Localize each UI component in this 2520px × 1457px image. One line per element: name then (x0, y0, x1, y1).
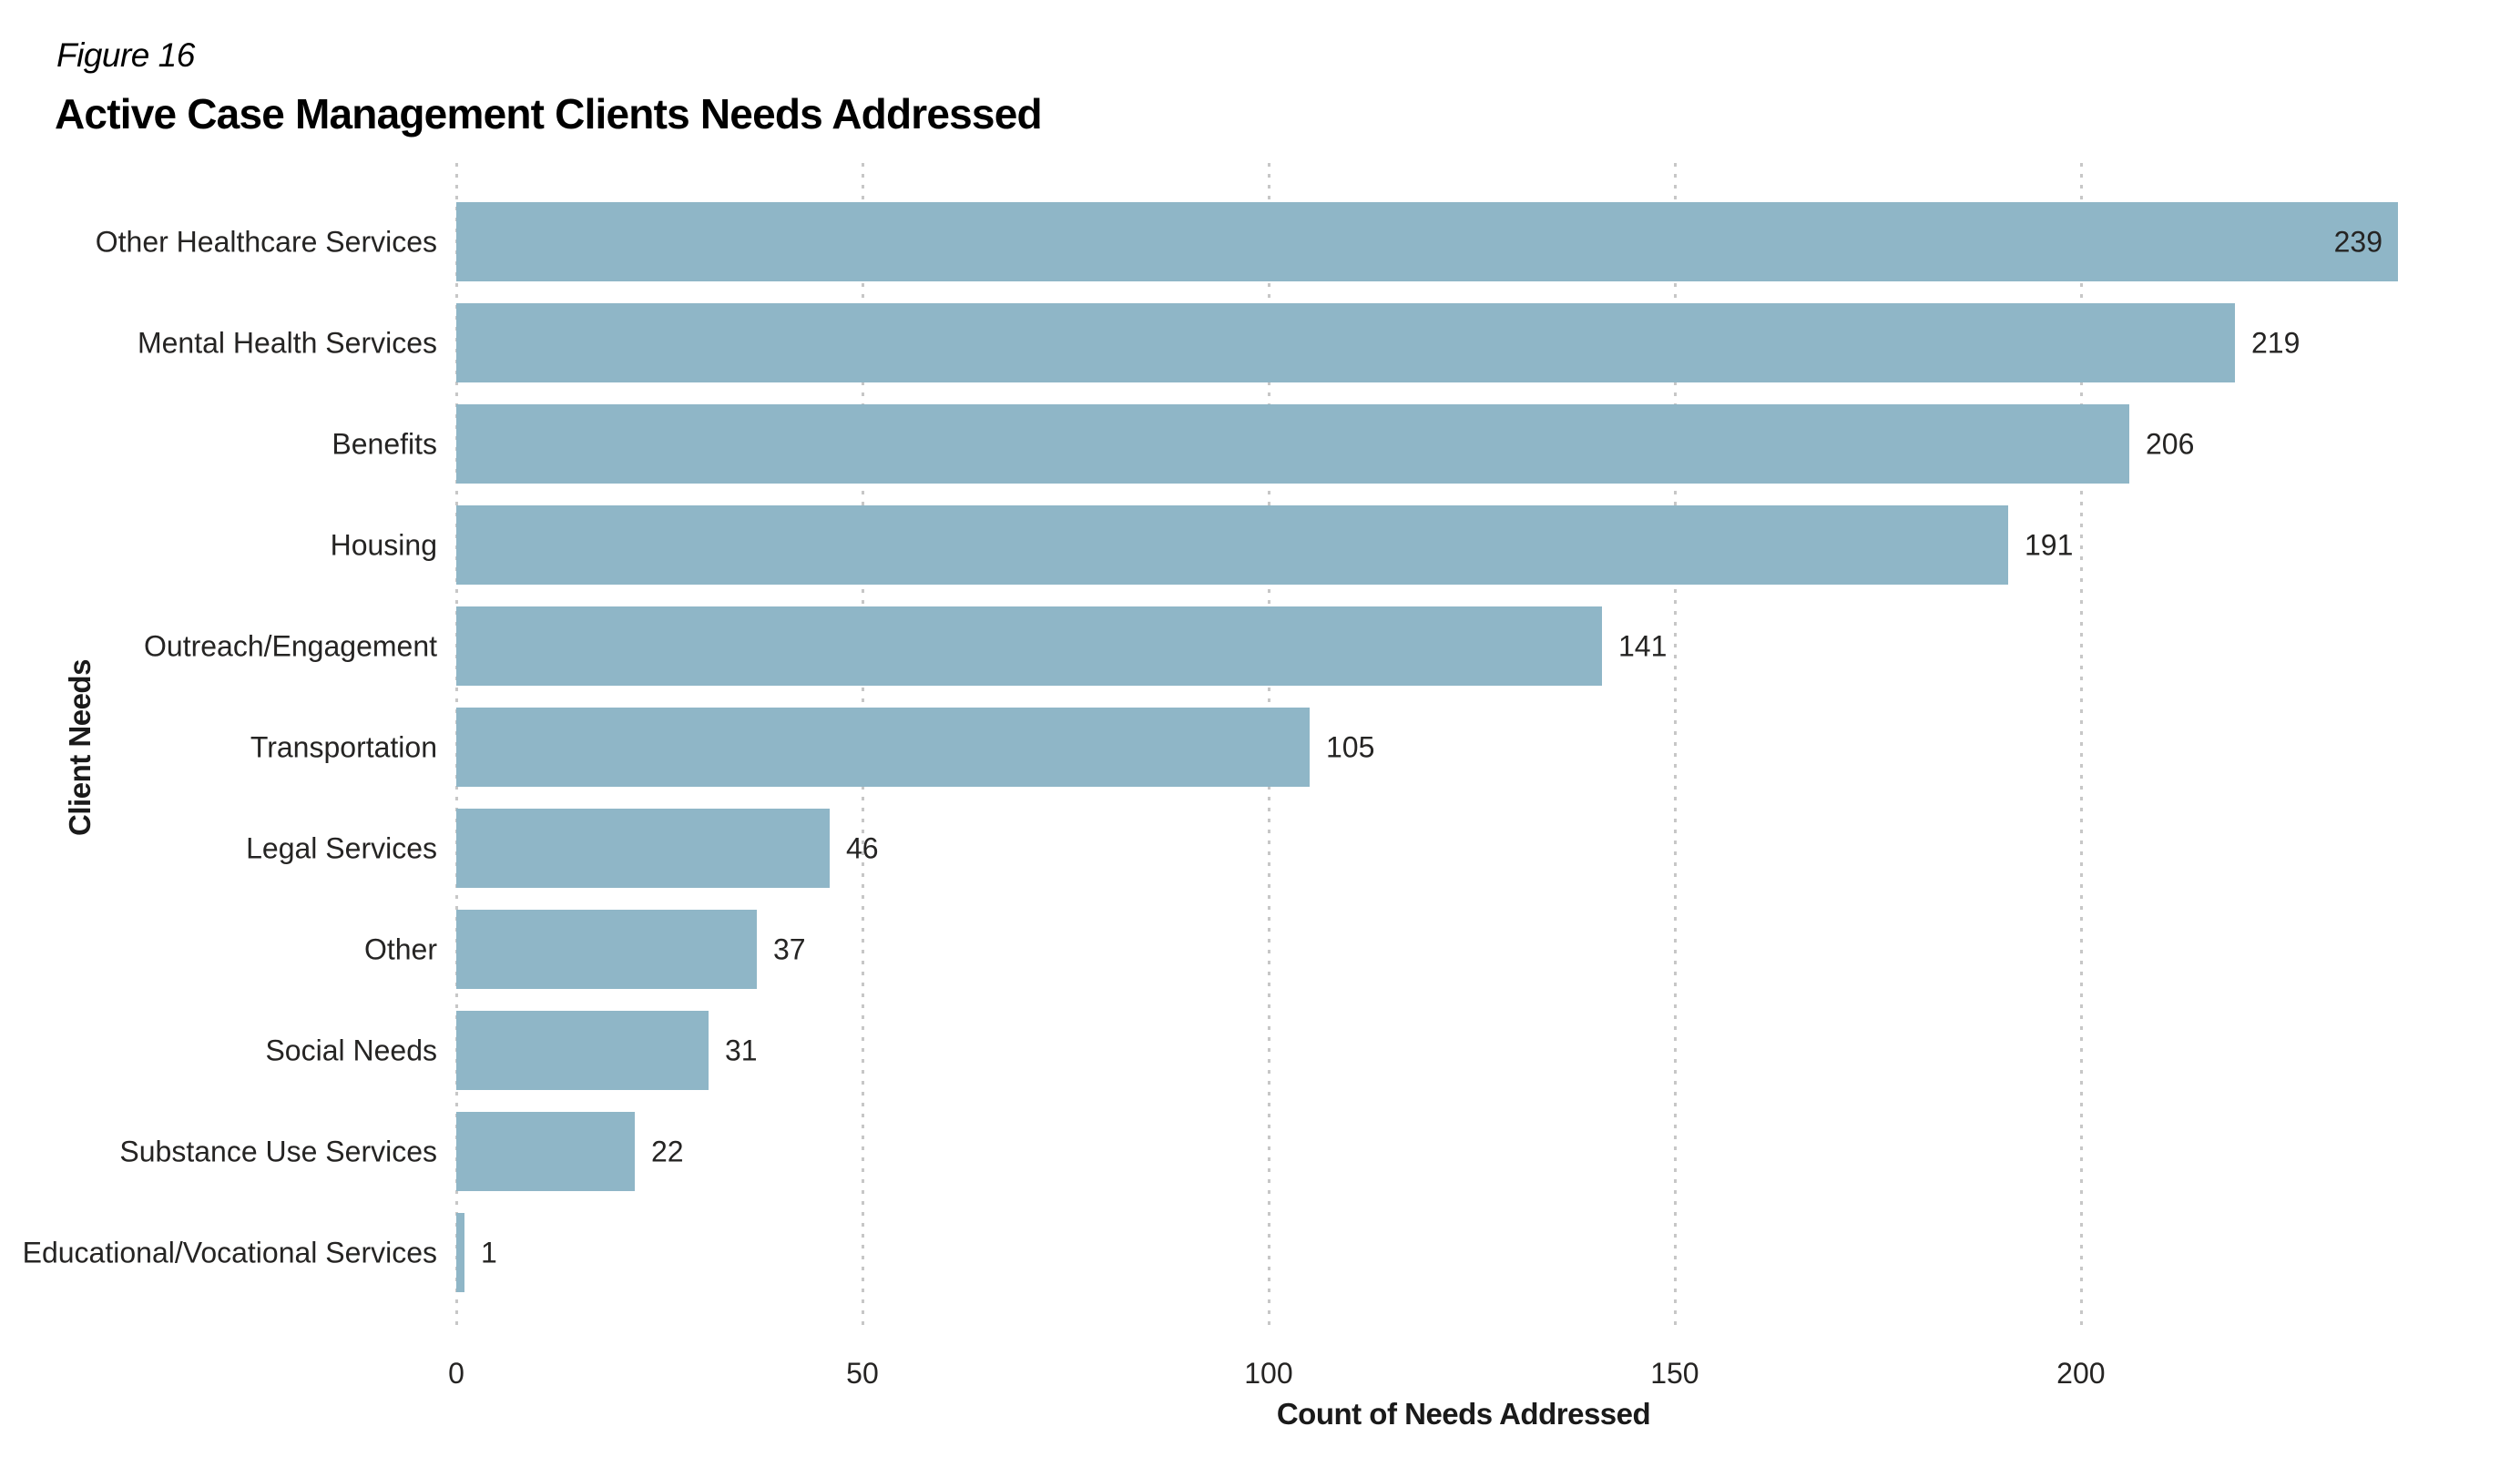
bar (456, 404, 2129, 484)
bar-row: Mental Health Services 219 (138, 292, 2471, 393)
bar-row: Housing 191 (331, 494, 2471, 596)
category-label: Other (363, 932, 437, 965)
x-axis-ticks: 0 50 100 150 200 (448, 1357, 2471, 1393)
bar (456, 910, 757, 989)
bar-row: Social Needs 31 (265, 1000, 2471, 1101)
value-label: 219 (2251, 326, 2301, 359)
category-label: Outreach/Engagement (144, 629, 437, 662)
dotted-gridline (1673, 163, 1677, 1332)
x-tick-label: 150 (1650, 1357, 1699, 1390)
category-label: Educational/Vocational Services (22, 1236, 437, 1269)
value-label: 46 (846, 831, 879, 864)
value-label: 31 (725, 1034, 758, 1066)
bar (456, 708, 1310, 787)
value-label: 239 (2333, 225, 2382, 258)
bar-row: Benefits 206 (332, 393, 2471, 494)
category-label: Transportation (250, 730, 437, 763)
bar-row: Other Healthcare Services 239 (96, 191, 2471, 292)
value-label: 105 (1326, 730, 1375, 763)
value-label: 22 (651, 1135, 684, 1167)
bar (456, 606, 1602, 686)
value-label: 191 (2025, 528, 2074, 561)
bar (456, 809, 830, 888)
bar (456, 303, 2235, 382)
bar (456, 202, 2398, 281)
category-label: Social Needs (265, 1034, 437, 1066)
bar-row: Transportation 105 (250, 697, 2471, 798)
bar-rows: Other Healthcare Services 239 Mental Healt… (23, 191, 2471, 1303)
dotted-gridline (2079, 163, 2083, 1332)
category-label: Substance Use Services (119, 1135, 437, 1167)
value-label: 141 (1618, 629, 1668, 662)
y-axis-title: Client Needs (63, 659, 97, 836)
category-label: Legal Services (246, 831, 437, 864)
category-label: Housing (330, 528, 437, 561)
bar-row: Other 37 (364, 899, 2471, 1000)
bar-row: Educational/Vocational Services 1 (23, 1202, 2471, 1303)
x-axis-title: Count of Needs Addressed (1276, 1397, 1651, 1431)
category-label: Benefits (332, 427, 437, 460)
bar-row: Outreach/Engagement 141 (144, 596, 2471, 697)
x-tick-label: 0 (448, 1357, 464, 1390)
bar-row: Legal Services 46 (246, 798, 2471, 899)
bar (456, 505, 2008, 585)
category-label: Mental Health Services (137, 326, 437, 359)
x-tick-label: 100 (1244, 1357, 1293, 1390)
plot-area: Other Healthcare Services 239 Mental Healt… (23, 163, 2471, 1332)
x-tick-label: 50 (846, 1357, 879, 1390)
category-label: Other Healthcare Services (95, 225, 437, 258)
bar (456, 1011, 709, 1090)
chart-title: Active Case Management Clients Needs Add… (55, 90, 1043, 138)
bar (456, 1112, 635, 1191)
x-tick-label: 200 (2056, 1357, 2106, 1390)
value-label: 1 (481, 1236, 497, 1269)
bar (456, 1213, 464, 1292)
bar-row: Substance Use Services 22 (119, 1101, 2471, 1202)
figure-number-label: Figure 16 (56, 36, 195, 74)
value-label: 37 (773, 932, 806, 965)
value-label: 206 (2146, 427, 2195, 460)
